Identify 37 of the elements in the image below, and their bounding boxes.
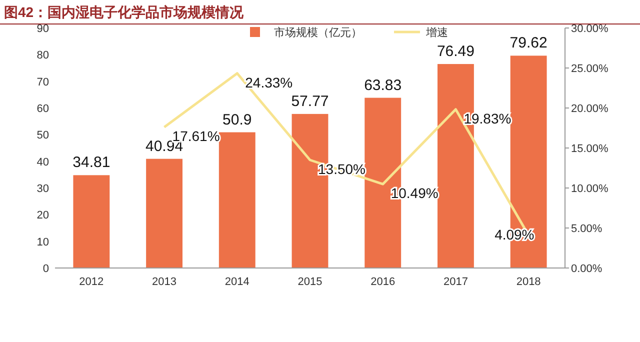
x-tick-label: 2018 bbox=[516, 276, 541, 288]
data-label: 63.83 bbox=[364, 76, 402, 94]
y-tick-label: 0 bbox=[42, 263, 49, 275]
bar bbox=[218, 132, 256, 268]
x-tick-label: 2016 bbox=[370, 276, 396, 288]
y-tick-label: 30 bbox=[36, 183, 49, 195]
y2-tick-label: 20.00% bbox=[571, 103, 609, 115]
bar bbox=[146, 158, 182, 268]
x-tick-label: 2017 bbox=[443, 276, 468, 288]
y2-tick-label: 0.00% bbox=[571, 263, 602, 275]
y2-tick-label: 25.00% bbox=[571, 63, 609, 75]
chart-title: 图42：国内湿电子化学品市场规模情况 bbox=[4, 4, 245, 20]
x-tick-label: 2013 bbox=[152, 276, 177, 288]
y2-tick-label: 15.00% bbox=[571, 143, 609, 155]
data-label: 57.77 bbox=[291, 92, 329, 110]
data-label: 34.81 bbox=[72, 154, 110, 172]
y-tick-label: 60 bbox=[36, 103, 49, 115]
y-tick-label: 40 bbox=[36, 156, 49, 168]
data-label: 24.33% bbox=[245, 74, 293, 90]
x-tick-label: 2015 bbox=[298, 276, 322, 288]
data-label: 50.9 bbox=[222, 111, 252, 128]
y-tick-label: 10 bbox=[36, 236, 49, 248]
y-tick-label: 80 bbox=[36, 50, 49, 62]
y2-tick-label: 5.00% bbox=[571, 223, 602, 235]
y2-tick-label: 10.00% bbox=[571, 183, 609, 195]
x-tick-label: 2014 bbox=[224, 276, 250, 288]
data-label: 76.49 bbox=[436, 43, 474, 60]
data-label: 79.62 bbox=[510, 34, 548, 52]
legend-label: 增速 bbox=[425, 26, 448, 39]
y-tick-label: 50 bbox=[36, 130, 49, 142]
y-tick-label: 20 bbox=[36, 210, 49, 222]
y2-tick-label: 30.00% bbox=[571, 23, 609, 35]
bar bbox=[73, 175, 110, 268]
legend-label: 市场规模（亿元） bbox=[274, 26, 362, 39]
y-tick-label: 90 bbox=[36, 23, 49, 35]
x-tick-label: 2012 bbox=[79, 276, 104, 288]
y-tick-label: 70 bbox=[36, 76, 49, 88]
